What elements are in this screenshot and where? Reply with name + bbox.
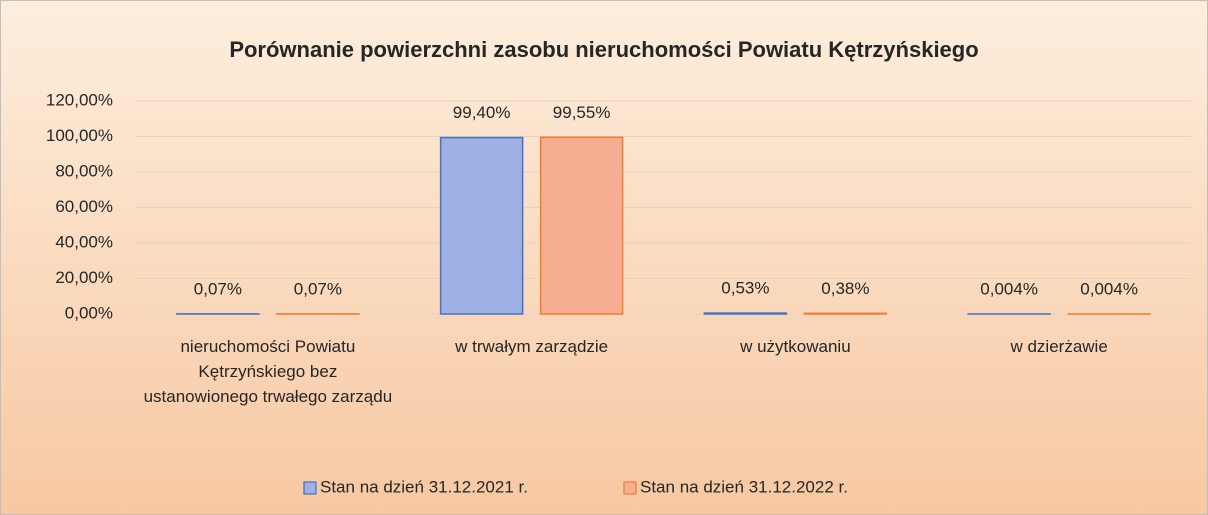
y-tick-label: 20,00% bbox=[55, 268, 113, 287]
bar bbox=[803, 312, 888, 315]
value-label: 0,07% bbox=[194, 279, 242, 298]
chart-title: Porównanie powierzchni zasobu nieruchomo… bbox=[229, 37, 978, 62]
bar bbox=[703, 312, 788, 315]
y-tick-label: 100,00% bbox=[46, 126, 113, 145]
bar bbox=[439, 136, 524, 315]
bar bbox=[539, 136, 624, 315]
y-tick-label: 40,00% bbox=[55, 232, 113, 251]
value-label: 99,55% bbox=[553, 103, 611, 122]
legend-label: Stan na dzień 31.12.2022 r. bbox=[640, 477, 848, 496]
x-tick-label: nieruchomości Powiatu Kętrzyńskiego bez … bbox=[143, 337, 393, 406]
value-label: 0,004% bbox=[1080, 279, 1138, 298]
value-label: 0,07% bbox=[294, 279, 342, 298]
x-tick-label: w trwałym zarządzie bbox=[455, 337, 609, 356]
y-tick-label: 120,00% bbox=[46, 90, 113, 109]
x-tick-label: w użytkowaniu bbox=[740, 337, 851, 356]
value-label: 0,004% bbox=[980, 279, 1038, 298]
y-tick-label: 80,00% bbox=[55, 161, 113, 180]
value-label: 0,53% bbox=[721, 279, 769, 298]
legend-swatch bbox=[623, 481, 637, 495]
value-label: 0,38% bbox=[821, 279, 869, 298]
legend-label: Stan na dzień 31.12.2021 r. bbox=[320, 477, 528, 496]
value-label: 99,40% bbox=[453, 103, 511, 122]
y-tick-label: 0,00% bbox=[65, 303, 113, 322]
legend-swatch bbox=[303, 481, 317, 495]
y-tick-label: 60,00% bbox=[55, 197, 113, 216]
x-tick-label: w dzierżawie bbox=[1010, 337, 1108, 356]
